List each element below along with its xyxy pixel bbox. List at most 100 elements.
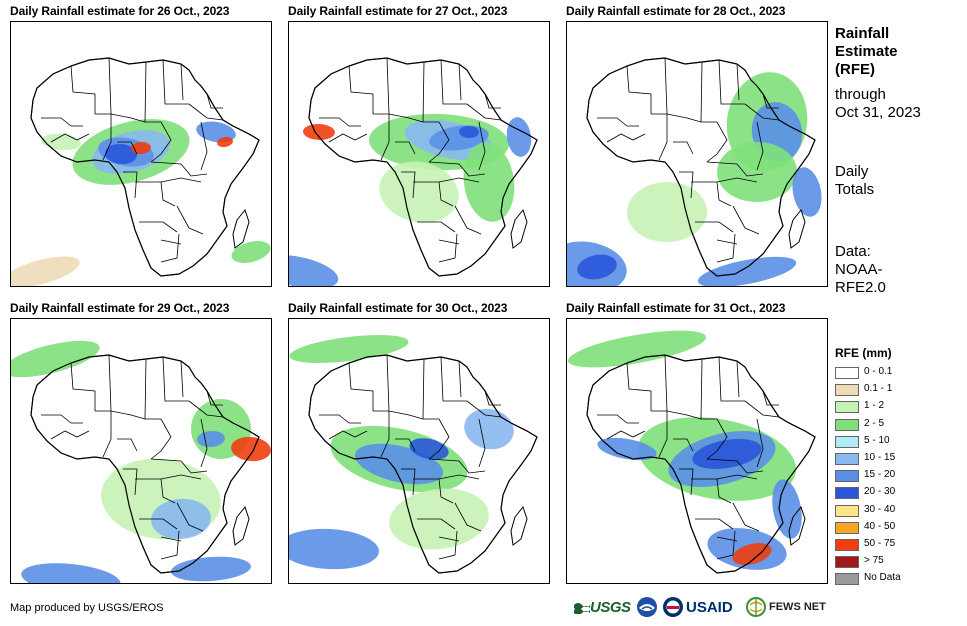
country-border <box>718 356 745 402</box>
rainfall-area <box>697 256 797 286</box>
usgs-wave-icon <box>574 603 590 614</box>
country-border <box>428 161 486 177</box>
legend-label: No Data <box>864 572 901 584</box>
coastline <box>586 57 816 277</box>
rainfall-area <box>409 438 449 460</box>
rainfall-area <box>105 143 137 165</box>
country-border <box>180 360 184 398</box>
country-border <box>95 410 146 420</box>
africa-map-drawing <box>11 57 271 286</box>
legend-swatch <box>835 504 859 517</box>
country-border <box>458 63 462 101</box>
legend-label: 20 - 30 <box>864 486 896 498</box>
country-border <box>417 518 456 530</box>
country-border <box>348 362 374 411</box>
rainfall-area <box>577 254 617 280</box>
coastline <box>30 354 260 574</box>
country-border <box>606 430 646 440</box>
country-border <box>438 177 480 183</box>
country-border <box>319 117 361 127</box>
legend-label: 15 - 20 <box>864 469 896 481</box>
rainfall-area <box>289 335 409 363</box>
legend-label: 50 - 75 <box>864 537 896 549</box>
africa-map-drawing <box>567 57 822 286</box>
country-border <box>736 63 740 101</box>
country-border <box>664 57 668 115</box>
country-border <box>150 121 172 163</box>
country-border <box>691 181 732 207</box>
rainfall-map <box>288 21 550 287</box>
usgs-logo-text: USGS <box>590 598 631 616</box>
map-series-title: Rainfall Estimate (RFE) <box>835 25 898 79</box>
legend-label: > 75 <box>864 555 884 567</box>
madagascar-outline <box>510 505 528 546</box>
country-border <box>70 362 96 411</box>
totals-line: Totals <box>835 181 875 198</box>
country-border <box>466 400 502 418</box>
country-border <box>117 141 138 155</box>
country-border <box>651 410 702 420</box>
country-border <box>438 239 460 245</box>
coastline <box>30 57 260 277</box>
country-border <box>160 530 180 560</box>
country-border <box>160 536 182 542</box>
coastline <box>308 57 538 277</box>
totals-line: Daily <box>835 163 869 180</box>
legend-swatch <box>835 573 859 586</box>
country-border <box>150 458 208 474</box>
madagascar-outline <box>788 208 806 249</box>
country-border <box>706 121 728 163</box>
country-border <box>50 430 90 440</box>
rainfall-area <box>597 437 657 461</box>
country-border <box>732 205 760 235</box>
map-panel-31-oct: Daily Rainfall estimate for 31 Oct., 202… <box>566 301 828 584</box>
legend-swatch <box>835 538 859 551</box>
country-border <box>160 474 202 480</box>
country-border <box>135 181 176 207</box>
country-border <box>117 438 138 452</box>
country-border <box>160 233 180 263</box>
country-border <box>102 114 112 161</box>
map-panel-26-oct: Daily Rainfall estimate for 26 Oct., 202… <box>10 4 272 287</box>
country-border <box>95 113 146 123</box>
country-border <box>438 474 480 480</box>
legend-swatch <box>835 435 859 448</box>
country-border <box>417 221 456 233</box>
rainfall-area <box>11 340 100 378</box>
rainfall-map <box>10 318 272 584</box>
country-border <box>756 418 764 468</box>
country-border <box>438 530 458 560</box>
country-border <box>664 354 668 412</box>
country-border <box>200 121 208 171</box>
country-border <box>626 65 652 114</box>
country-border <box>762 93 779 109</box>
through-label: through <box>835 86 886 103</box>
country-border <box>386 354 390 412</box>
country-border <box>597 414 639 424</box>
country-border <box>744 103 780 121</box>
country-border <box>139 221 178 233</box>
panel-title: Daily Rainfall estimate for 27 Oct., 202… <box>288 4 508 18</box>
legend-swatch <box>835 384 859 397</box>
country-border <box>176 205 204 235</box>
map-panel-27-oct: Daily Rainfall estimate for 27 Oct., 202… <box>288 4 550 287</box>
country-border <box>706 458 764 474</box>
country-border <box>160 239 182 245</box>
country-border <box>736 360 740 398</box>
legend-swatch <box>835 418 859 431</box>
legend-swatch <box>835 470 859 483</box>
coastline <box>586 354 816 574</box>
country-border <box>691 478 732 504</box>
legend-label: 40 - 50 <box>864 520 896 532</box>
country-border <box>762 390 779 406</box>
country-border <box>440 356 467 402</box>
africa-map-drawing <box>289 335 538 574</box>
noaa-logo <box>636 596 658 618</box>
through-date: through Oct 31, 2023 <box>835 86 921 122</box>
country-border <box>673 141 694 155</box>
rainfall-area <box>627 181 707 243</box>
rainfall-area <box>464 408 514 450</box>
country-border <box>401 171 416 199</box>
country-border <box>180 63 184 101</box>
fewsnet-globe-icon <box>746 597 766 617</box>
